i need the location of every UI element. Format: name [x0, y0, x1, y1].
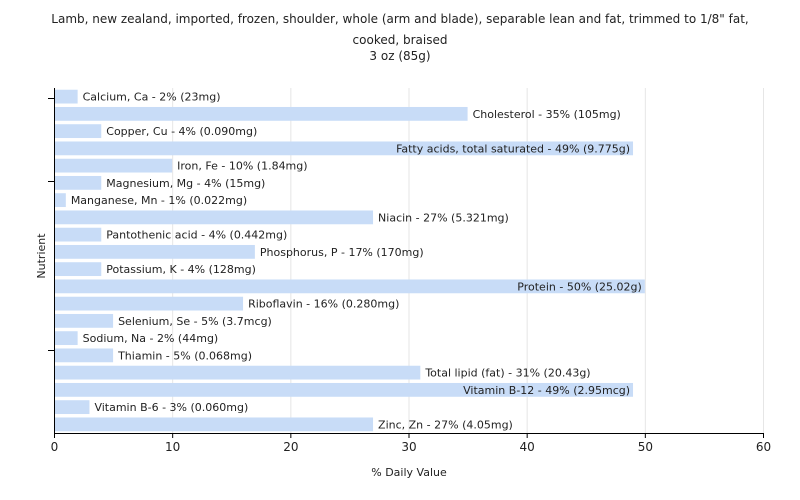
bar-label: Sodium, Na - 2% (44mg) [83, 332, 219, 345]
bar [54, 417, 374, 432]
x-tick-label: 50 [638, 440, 653, 454]
bar-label: Fatty acids, total saturated - 49% (9.77… [396, 142, 630, 155]
bar-label: Copper, Cu - 4% (0.090mg) [106, 125, 257, 138]
bar-label: Protein - 50% (25.02g) [517, 280, 642, 293]
x-tick-label: 0 [51, 440, 59, 454]
bar-label: Calcium, Ca - 2% (23mg) [83, 91, 221, 104]
bar-label: Total lipid (fat) - 31% (20.43g) [424, 367, 590, 380]
bar-label: Thiamin - 5% (0.068mg) [117, 349, 252, 362]
bar-label: Manganese, Mn - 1% (0.022mg) [71, 194, 247, 207]
bar [54, 348, 114, 363]
x-tick-label: 60 [756, 440, 771, 454]
bar-label: Vitamin B-6 - 3% (0.060mg) [94, 401, 248, 414]
bar-label: Iron, Fe - 10% (1.84mg) [177, 160, 307, 173]
bar [54, 175, 102, 190]
bar [54, 227, 102, 242]
bar-label: Cholesterol - 35% (105mg) [473, 108, 621, 121]
bars: Calcium, Ca - 2% (23mg) Cholesterol - 35%… [54, 89, 645, 432]
bar [54, 193, 66, 208]
bar [54, 158, 173, 173]
bar-label: Pantothenic acid - 4% (0.442mg) [106, 229, 287, 242]
x-axis-label: % Daily Value [371, 466, 447, 479]
bar [54, 262, 102, 277]
bar [54, 296, 244, 311]
bar-label: Riboflavin - 16% (0.280mg) [248, 298, 399, 311]
bar-label: Niacin - 27% (5.321mg) [378, 211, 509, 224]
bar [54, 331, 78, 346]
bar [54, 400, 90, 415]
bar [54, 279, 645, 294]
x-tick-label: 40 [520, 440, 535, 454]
x-tick-label: 20 [283, 440, 298, 454]
bar [54, 210, 374, 225]
bar [54, 382, 634, 397]
x-tick-label: 10 [165, 440, 180, 454]
chart-title-line-3: 3 oz (85g) [369, 49, 431, 63]
bar [54, 106, 468, 121]
axes: 0 10 20 30 40 50 60 [48, 88, 771, 454]
bar-label: Phosphorus, P - 17% (170mg) [260, 246, 424, 259]
bar-label: Magnesium, Mg - 4% (15mg) [106, 177, 265, 190]
bar [54, 313, 114, 328]
bar-label: Selenium, Se - 5% (3.7mcg) [118, 315, 272, 328]
grid-lines [172, 88, 764, 433]
bar-label: Potassium, K - 4% (128mg) [106, 263, 256, 276]
y-axis-label: Nutrient [35, 233, 48, 279]
chart-title-line-2: cooked, braised [352, 33, 448, 47]
bar [54, 141, 634, 156]
bar [54, 365, 421, 380]
bar-label: Zinc, Zn - 27% (4.05mg) [378, 418, 513, 431]
bar-label: Vitamin B-12 - 49% (2.95mcg) [463, 384, 630, 397]
x-tick-label: 30 [401, 440, 416, 454]
bar [54, 89, 78, 104]
bar [54, 244, 255, 259]
chart-title-line-1: Lamb, new zealand, imported, frozen, sho… [51, 12, 749, 26]
bar [54, 124, 102, 139]
